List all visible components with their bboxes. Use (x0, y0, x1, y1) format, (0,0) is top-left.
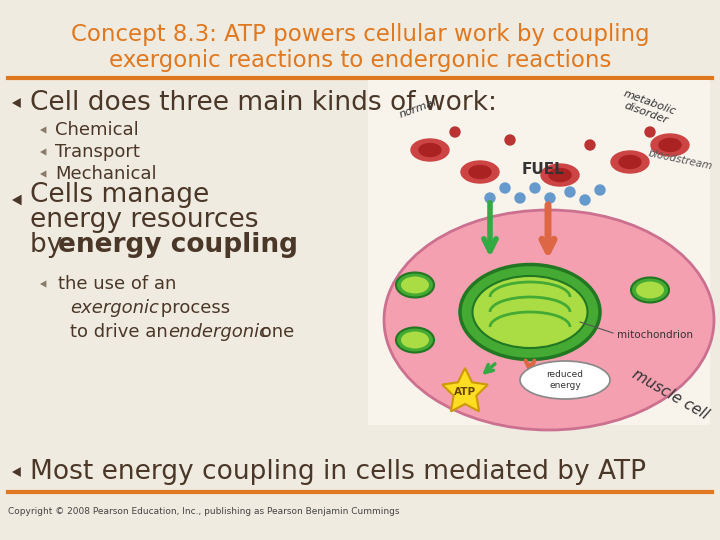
Text: Cell does three main kinds of work:: Cell does three main kinds of work: (30, 90, 497, 116)
Text: muscle cell: muscle cell (629, 367, 711, 423)
Text: FUEL: FUEL (521, 163, 564, 178)
Circle shape (515, 193, 525, 203)
Polygon shape (40, 126, 46, 133)
Text: by: by (30, 232, 71, 258)
Text: normal: normal (398, 97, 438, 119)
Text: process: process (155, 299, 230, 317)
Ellipse shape (396, 327, 434, 353)
Circle shape (585, 140, 595, 150)
Text: the use of an: the use of an (58, 275, 176, 293)
Text: Most energy coupling in cells mediated by ATP: Most energy coupling in cells mediated b… (30, 459, 646, 485)
Circle shape (580, 195, 590, 205)
Text: Concept 8.3: ATP powers cellular work by coupling: Concept 8.3: ATP powers cellular work by… (71, 24, 649, 46)
Text: mitochondrion: mitochondrion (617, 330, 693, 340)
Text: endergonic: endergonic (168, 323, 269, 341)
Text: energy coupling: energy coupling (58, 232, 298, 258)
Ellipse shape (384, 210, 714, 430)
Ellipse shape (651, 134, 689, 156)
Ellipse shape (619, 156, 641, 168)
Text: bloodstream: bloodstream (647, 148, 713, 172)
Ellipse shape (469, 165, 491, 179)
Ellipse shape (611, 151, 649, 173)
Polygon shape (442, 368, 488, 411)
Circle shape (595, 185, 605, 195)
Text: one: one (255, 323, 294, 341)
Polygon shape (40, 280, 46, 288)
Circle shape (500, 183, 510, 193)
Polygon shape (12, 98, 21, 108)
Text: exergonic reactions to endergonic reactions: exergonic reactions to endergonic reacti… (109, 49, 611, 71)
Text: ATP: ATP (454, 387, 476, 397)
Ellipse shape (461, 161, 499, 183)
Circle shape (485, 193, 495, 203)
Ellipse shape (520, 361, 610, 399)
Text: reduced
energy: reduced energy (546, 370, 583, 390)
Ellipse shape (659, 138, 681, 152)
Circle shape (505, 135, 515, 145)
Circle shape (530, 183, 540, 193)
Ellipse shape (396, 273, 434, 298)
Circle shape (450, 127, 460, 137)
Ellipse shape (419, 144, 441, 157)
Ellipse shape (460, 265, 600, 360)
Text: energy resources: energy resources (30, 207, 258, 233)
Text: exergonic: exergonic (70, 299, 159, 317)
Ellipse shape (401, 332, 429, 348)
Text: Mechanical: Mechanical (55, 165, 157, 183)
Polygon shape (12, 194, 22, 205)
Text: Transport: Transport (55, 143, 140, 161)
Ellipse shape (411, 139, 449, 161)
Text: metabolic
disorder: metabolic disorder (618, 89, 678, 127)
Circle shape (645, 127, 655, 137)
Ellipse shape (631, 278, 669, 302)
Text: Cells manage: Cells manage (30, 182, 210, 208)
Ellipse shape (472, 276, 588, 348)
Text: to drive an: to drive an (70, 323, 174, 341)
Polygon shape (12, 467, 21, 477)
Circle shape (565, 187, 575, 197)
Text: Chemical: Chemical (55, 121, 139, 139)
Ellipse shape (636, 281, 664, 299)
Ellipse shape (549, 168, 571, 181)
Ellipse shape (541, 164, 579, 186)
Polygon shape (40, 171, 46, 178)
Circle shape (545, 193, 555, 203)
Polygon shape (40, 148, 46, 156)
Ellipse shape (401, 276, 429, 294)
Text: Copyright © 2008 Pearson Education, Inc., publishing as Pearson Benjamin Cumming: Copyright © 2008 Pearson Education, Inc.… (8, 508, 400, 516)
FancyBboxPatch shape (368, 80, 710, 425)
